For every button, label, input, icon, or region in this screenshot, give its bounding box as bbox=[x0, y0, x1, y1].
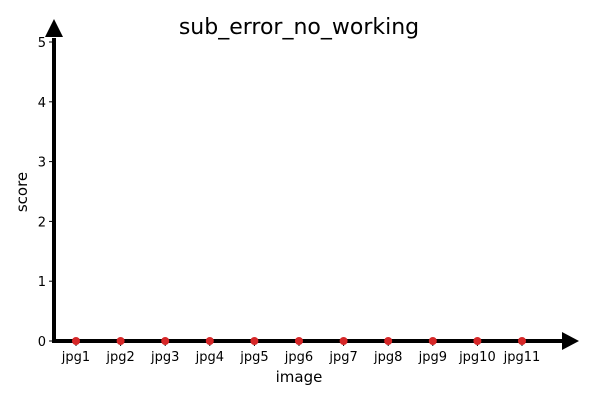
data-point bbox=[339, 337, 348, 345]
data-point bbox=[295, 337, 303, 345]
data-point bbox=[518, 337, 526, 345]
y-tick-label: 4 bbox=[38, 96, 46, 111]
x-tick-label: jpg3 bbox=[150, 350, 179, 365]
y-axis-label: score bbox=[13, 172, 31, 212]
x-tick-label: jpg7 bbox=[328, 350, 357, 365]
x-tick-label: jpg1 bbox=[61, 350, 90, 365]
x-tick-group: jpg1 jpg2 jpg3 jpg4 jpg5 jpg6 jpg7 jpg8 jpg9 jpg1… bbox=[61, 341, 541, 365]
y-axis bbox=[45, 19, 63, 343]
data-point bbox=[428, 337, 437, 345]
data-point bbox=[161, 337, 170, 345]
data-point bbox=[473, 337, 482, 345]
x-tick-label: jpg6 bbox=[284, 350, 313, 365]
x-axis-label: image bbox=[276, 368, 323, 386]
x-tick-label: jpg8 bbox=[373, 350, 402, 365]
x-tick-label: jpg2 bbox=[105, 350, 134, 365]
y-tick-label: 0 bbox=[38, 335, 46, 350]
x-tick-label: jpg10 bbox=[458, 350, 496, 365]
y-tick-label: 1 bbox=[38, 275, 46, 290]
chart-title: sub_error_no_working bbox=[179, 15, 419, 40]
x-tick-label: jpg4 bbox=[195, 350, 224, 365]
data-point bbox=[384, 337, 393, 345]
y-tick-label: 5 bbox=[38, 36, 46, 51]
data-point-group bbox=[72, 337, 526, 345]
x-axis bbox=[52, 332, 579, 350]
data-point bbox=[72, 337, 80, 345]
y-tick-label: 3 bbox=[38, 156, 46, 171]
x-tick-label: jpg11 bbox=[503, 350, 541, 365]
x-axis-arrowhead bbox=[562, 332, 579, 350]
data-point bbox=[116, 337, 125, 345]
y-tick-group: 0 1 2 3 4 5 bbox=[38, 36, 54, 350]
x-tick-label: jpg9 bbox=[418, 350, 447, 365]
data-point bbox=[205, 337, 214, 345]
x-tick-label: jpg5 bbox=[239, 350, 268, 365]
y-tick-label: 2 bbox=[38, 215, 46, 230]
data-point bbox=[250, 337, 259, 345]
y-axis-arrowhead bbox=[45, 19, 63, 37]
